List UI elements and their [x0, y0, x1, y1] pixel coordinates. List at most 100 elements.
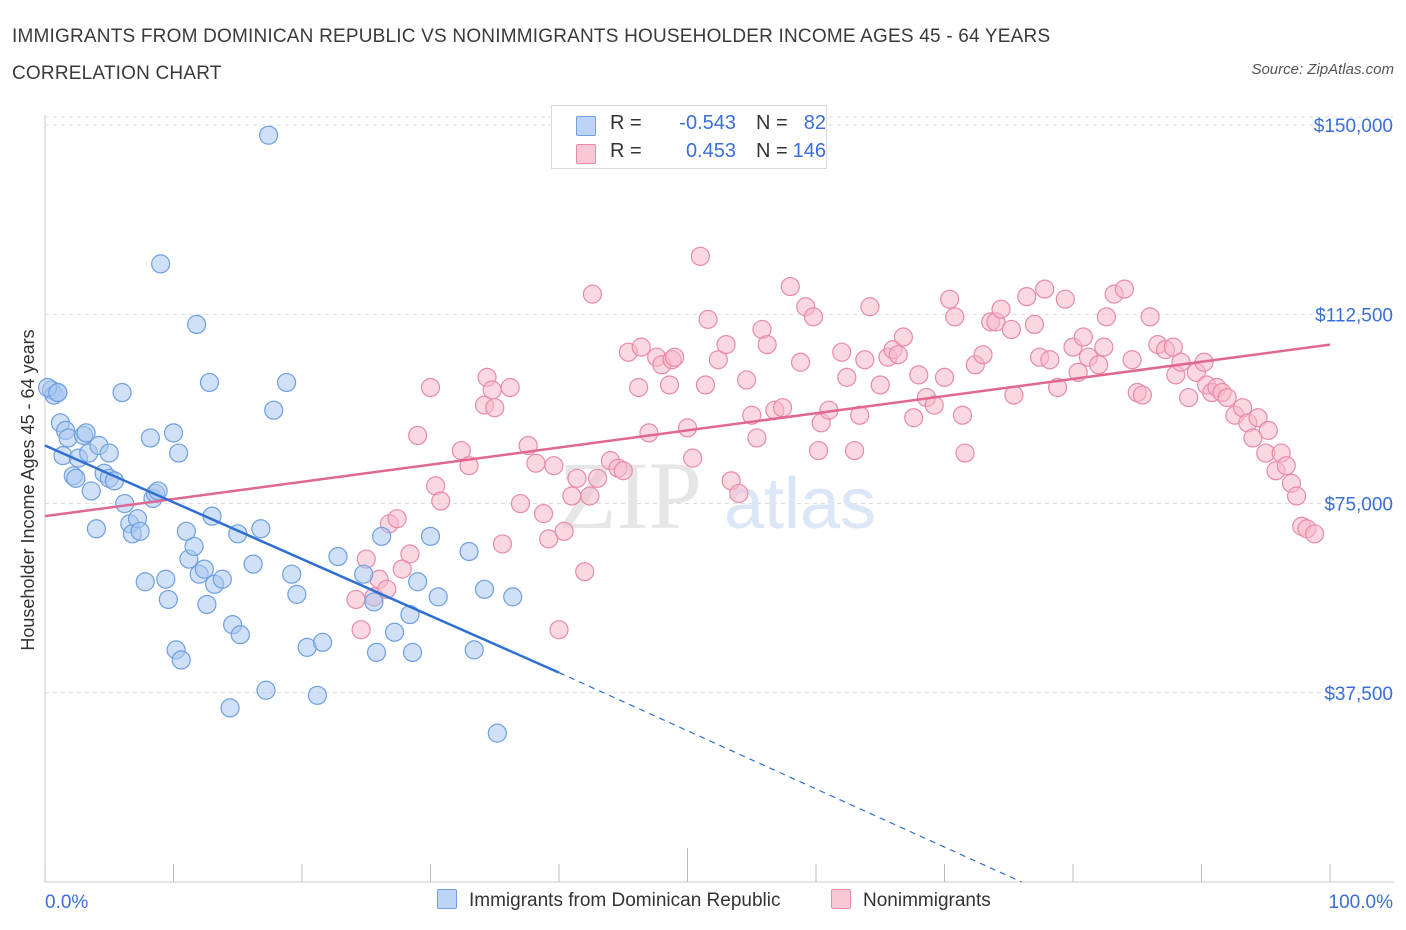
nonimmigrant-point: [780, 276, 800, 297]
series-legend-dominican: Immigrants from Dominican Republic: [437, 889, 781, 912]
nonimmigrant-point: [860, 297, 880, 317]
nonimmigrant-point: [665, 347, 685, 367]
nonimmigrant-point: [832, 342, 852, 362]
nonimmigrant-point: [747, 428, 767, 448]
dominican-points: [37, 125, 523, 743]
nonimmigrant-point: [904, 408, 924, 428]
nonimmigrant-point: [909, 365, 929, 385]
dominican-point: [287, 584, 307, 604]
dominican-point: [171, 650, 191, 670]
dominican-point: [251, 519, 271, 539]
nonimmigrant-point: [408, 425, 428, 446]
nonimmigrant-point: [945, 307, 965, 327]
nonimmigrant-point: [973, 345, 993, 365]
series-swatch-blue: [437, 889, 457, 909]
nonimmigrant-point: [677, 418, 698, 438]
nonimmigrant-point: [1163, 337, 1183, 357]
nonimmigrant-point: [1024, 314, 1045, 335]
nonimmigrant-point: [580, 486, 600, 506]
nonimmigrant-point: [716, 334, 736, 355]
nonimmigrant-point: [629, 377, 649, 398]
dominican-point: [474, 579, 495, 599]
dominican-point: [86, 519, 107, 539]
nonimmigrant-point: [1073, 327, 1093, 347]
nonimmigrant-point: [1217, 387, 1237, 408]
nonimmigrant-point: [690, 246, 710, 266]
nonimmigrant-point: [991, 299, 1011, 319]
nonimmigrant-point: [549, 620, 569, 640]
nonimmigrant-point: [1258, 420, 1278, 440]
nonimmigrant-point: [708, 350, 728, 370]
dominican-point: [140, 428, 160, 448]
dominican-point: [328, 546, 348, 567]
dominican-point: [276, 372, 297, 393]
nonimmigrant-point: [757, 334, 777, 355]
nonimmigrant-point: [533, 504, 554, 524]
watermark-atlas: atlas: [724, 464, 876, 544]
dominican-trend-extension: [558, 672, 1022, 883]
dominican-point: [243, 554, 263, 574]
dominican-point: [112, 382, 132, 403]
dominican-trend-line: [44, 444, 560, 674]
correlation-legend: R = -0.543 N = 82 R = 0.453 N = 146: [551, 105, 827, 169]
dominican-point: [402, 642, 423, 663]
dominican-point: [312, 632, 333, 652]
nonimmigrant-point: [400, 544, 420, 564]
nonimmigrant-point: [1017, 287, 1037, 307]
dominican-point: [366, 642, 387, 663]
nonimmigrant-point: [659, 375, 680, 395]
dominican-point: [408, 572, 428, 592]
dominican-point: [169, 443, 189, 463]
nonimmigrant-point: [1286, 486, 1307, 506]
dominican-point: [420, 526, 441, 546]
dominican-point: [364, 592, 384, 612]
nonimmigrant-point: [631, 337, 651, 357]
dominican-point: [230, 625, 250, 645]
source-label: Source: ZipAtlas.com: [1251, 61, 1394, 78]
dominican-point: [264, 400, 284, 420]
nonimmigrant-point: [1140, 307, 1160, 327]
nonimmigrant-point: [587, 468, 608, 488]
tick-labels: $37,500 $75,000 $112,500 $150,000 0.0% 100.0%: [45, 116, 1393, 913]
nonimmigrant-point: [1114, 279, 1135, 299]
dominican-point: [197, 594, 217, 615]
dominican-point: [428, 587, 448, 607]
dominican-point: [48, 382, 68, 403]
nonimmigrant-point: [482, 380, 502, 400]
legend-n-label: N =: [756, 140, 788, 162]
y-axis-label: Householder Income Ages 45 - 64 years: [18, 329, 38, 650]
nonimmigrant-point: [1248, 408, 1268, 428]
legend-r-value: -0.543: [679, 112, 736, 134]
y-tick-label: $37,500: [1324, 684, 1393, 705]
nonimmigrants-points: [346, 246, 1325, 640]
nonimmigrant-point: [893, 327, 913, 347]
nonimmigrant-point: [582, 284, 603, 304]
nonimmigrant-point: [1089, 355, 1109, 375]
nonimmigrant-point: [683, 448, 703, 468]
nonimmigrant-point: [698, 309, 718, 329]
series-label-nonimmigrants: Nonimmigrants: [863, 890, 991, 911]
nonimmigrant-point: [1122, 350, 1142, 370]
dominican-point: [464, 640, 484, 660]
nonimmigrant-point: [539, 529, 559, 549]
nonimmigrant-point: [351, 620, 371, 640]
nonimmigrant-point: [1304, 524, 1325, 544]
nonimmigrant-point: [742, 405, 762, 425]
nonimmigrant-point: [1040, 350, 1060, 370]
nonimmigrant-point: [940, 289, 960, 309]
nonimmigrant-point: [554, 521, 574, 541]
dominican-point: [384, 622, 405, 642]
dominican-point: [99, 443, 119, 463]
nonimmigrant-point: [934, 367, 955, 387]
dominican-point: [258, 125, 279, 145]
y-tick-label: $75,000: [1324, 495, 1393, 516]
nonimmigrant-point: [346, 589, 366, 610]
dominican-point: [220, 698, 240, 718]
nonimmigrant-point: [1035, 279, 1055, 299]
dominican-point: [199, 372, 220, 393]
nonimmigrant-point: [924, 395, 944, 415]
dominican-point: [372, 526, 392, 546]
nonimmigrant-point: [575, 562, 595, 582]
legend-r-value: 0.453: [685, 140, 736, 162]
